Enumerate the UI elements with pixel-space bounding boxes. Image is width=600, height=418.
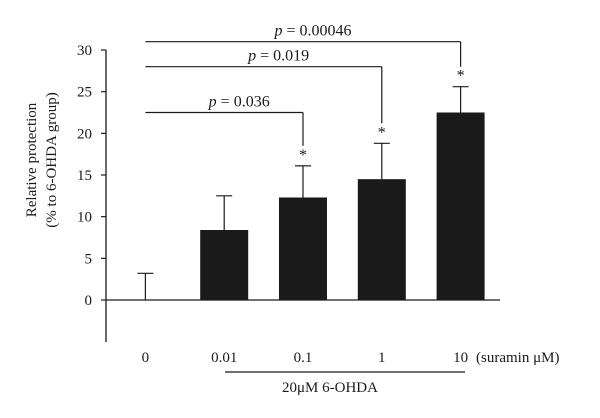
p-value-label: p = 0.00046 [273,23,351,40]
bar [436,112,485,300]
y-axis-title-line1: Relative protection [24,102,40,217]
x-tick-label: 10 [453,350,468,366]
significance-star: * [457,68,465,85]
group-label: 20μM 6-OHDA [282,380,378,396]
significance-star: * [299,147,307,164]
significance-star: * [378,124,386,141]
y-tick-label: 30 [77,43,92,59]
y-tick-label: 25 [77,85,92,101]
x-tick-label: 0 [142,350,150,366]
x-tick-label: 0.1 [294,350,313,366]
p-value-label: p = 0.019 [247,48,309,65]
p-value-label: p = 0.036 [208,94,270,111]
y-tick-label: 0 [85,293,93,309]
y-tick-label: 20 [77,126,92,142]
y-tick-label: 5 [85,251,93,267]
x-tick-label: 1 [378,350,386,366]
y-tick-label: 15 [77,168,92,184]
y-axis-title: Relative protection (% to 6-OHDA group) [24,92,60,227]
chart-marks: 0 5 10 15 20 25 30 0 0.01 0.1 * 1 * 10 * p = 0.036 p = 0… [77,23,500,366]
x-tick-label: 0.01 [211,350,237,366]
x-axis-unit-label: (suramin μM) [476,350,559,366]
bar [200,230,249,300]
y-axis-title-line2: (% to 6-OHDA group) [44,92,60,227]
bar [279,197,327,300]
y-tick-label: 10 [77,210,92,226]
bar [357,179,406,300]
